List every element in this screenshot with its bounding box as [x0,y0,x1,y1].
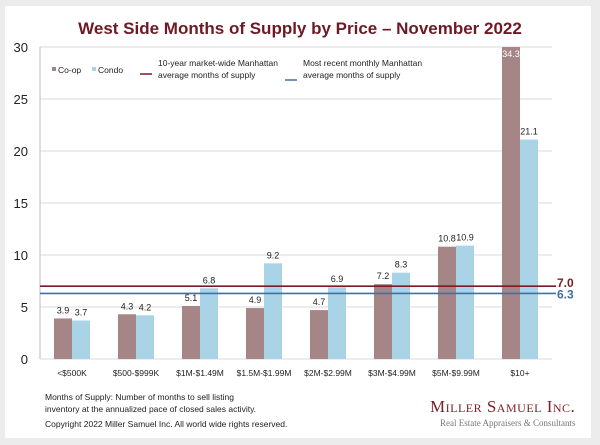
bar-coop [502,47,520,359]
reference-value-label: 7.0 [557,276,574,290]
brand-logo: Miller Samuel Inc. [430,397,576,416]
copyright: Copyright 2022 Miller Samuel Inc. All wo… [45,419,288,429]
y-tick-label: 10 [14,248,28,263]
bar-condo [456,245,474,359]
legend-swatch [92,67,96,71]
x-tick-label: $2M-$2.99M [304,368,352,378]
data-label: 5.1 [185,293,198,303]
data-label: 21.1 [520,127,538,137]
data-label: 4.9 [249,295,262,305]
bar-condo [136,315,154,359]
legend-label: 10-year market-wide Manhattan [158,58,278,68]
legend-label: Most recent monthly Manhattan [303,58,422,68]
legend-label: average months of supply [303,70,401,80]
data-label: 10.8 [438,234,456,244]
bar-coop [182,305,200,359]
bar-coop [246,308,264,359]
x-tick-label: <$500K [57,368,87,378]
bar-coop [118,314,136,359]
legend-label: Condo [98,65,123,75]
bar-condo [72,320,90,359]
footnote: Months of Supply: Number of months to se… [45,391,256,415]
bar-coop [54,318,72,359]
x-tick-label: $1M-$1.49M [176,368,224,378]
y-tick-label: 0 [21,352,28,367]
bar-coop [374,284,392,359]
x-tick-label: $1.5M-$1.99M [237,368,292,378]
data-label: 34.3 [502,49,520,59]
data-label: 4.7 [313,297,326,307]
data-label: 7.2 [377,271,390,281]
footnote-line-2: inventory at the annualized pace of clos… [45,404,257,414]
y-tick-label: 25 [14,92,28,107]
data-label: 6.9 [331,274,344,284]
y-tick-label: 30 [14,40,28,55]
x-tick-label: $3M-$4.99M [368,368,416,378]
footnote-line-1: Months of Supply: Number of months to se… [45,392,234,402]
data-label: 9.2 [267,250,280,260]
data-label: 10.9 [456,233,474,243]
y-tick-label: 20 [14,144,28,159]
data-label: 8.3 [395,260,408,270]
x-tick-label: $10+ [510,368,529,378]
data-label: 6.8 [203,275,216,285]
data-label: 3.9 [57,305,70,315]
legend-label: average months of supply [158,70,256,80]
legend-label: Co-op [58,65,81,75]
x-tick-label: $5M-$9.99M [432,368,480,378]
y-tick-label: 15 [14,196,28,211]
bar-coop [310,310,328,359]
bar-condo [520,139,538,359]
bar-condo [264,263,282,359]
y-tick-label: 5 [21,300,28,315]
data-label: 3.7 [75,308,88,318]
chart-title: West Side Months of Supply by Price – No… [78,19,522,38]
data-label: 4.2 [139,302,152,312]
chart-card [5,6,591,438]
legend-swatch [52,67,56,71]
x-tick-label: $500-$999K [113,368,160,378]
reference-value-label: 6.3 [557,287,574,301]
bar-condo [328,287,346,359]
data-label: 4.3 [121,301,134,311]
brand-tagline: Real Estate Appraisers & Consultants [440,418,576,428]
bar-coop [438,246,456,359]
bar-condo [200,288,218,359]
